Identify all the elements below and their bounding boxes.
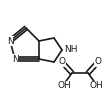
- Text: O: O: [58, 58, 66, 67]
- Text: OH: OH: [89, 81, 103, 91]
- Text: NH: NH: [64, 45, 78, 55]
- Text: N: N: [12, 55, 18, 64]
- Text: OH: OH: [57, 81, 71, 91]
- Text: O: O: [95, 58, 101, 67]
- Text: N: N: [7, 36, 13, 45]
